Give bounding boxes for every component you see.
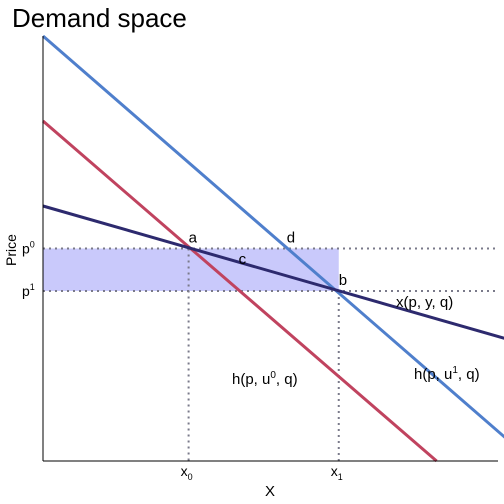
series-label-marshallian: x(p, y, q) bbox=[396, 294, 453, 311]
point-label-c: c bbox=[239, 251, 247, 268]
demand-curve-hicks_u0 bbox=[42, 119, 438, 463]
point-label-b: b bbox=[339, 272, 347, 289]
y-tick-label: p1 bbox=[22, 282, 35, 299]
y-axis-label: Price bbox=[3, 234, 19, 266]
series-label-hicks_u1: h(p, u1, q) bbox=[414, 365, 480, 383]
point-label-d: d bbox=[287, 230, 295, 247]
demand-curve-hicks_u1 bbox=[42, 34, 504, 439]
point-label-a: a bbox=[189, 230, 198, 247]
shaded-welfare-region bbox=[43, 248, 339, 291]
chart-title: Demand space bbox=[12, 3, 187, 33]
x-tick-label: x0 bbox=[181, 463, 193, 482]
x-tick-label: x1 bbox=[331, 463, 343, 482]
series-label-hicks_u0: h(p, u0, q) bbox=[232, 370, 298, 388]
y-tick-label: p0 bbox=[22, 240, 35, 257]
demand-curve-marshallian bbox=[42, 204, 504, 340]
x-axis-label: X bbox=[265, 483, 275, 500]
